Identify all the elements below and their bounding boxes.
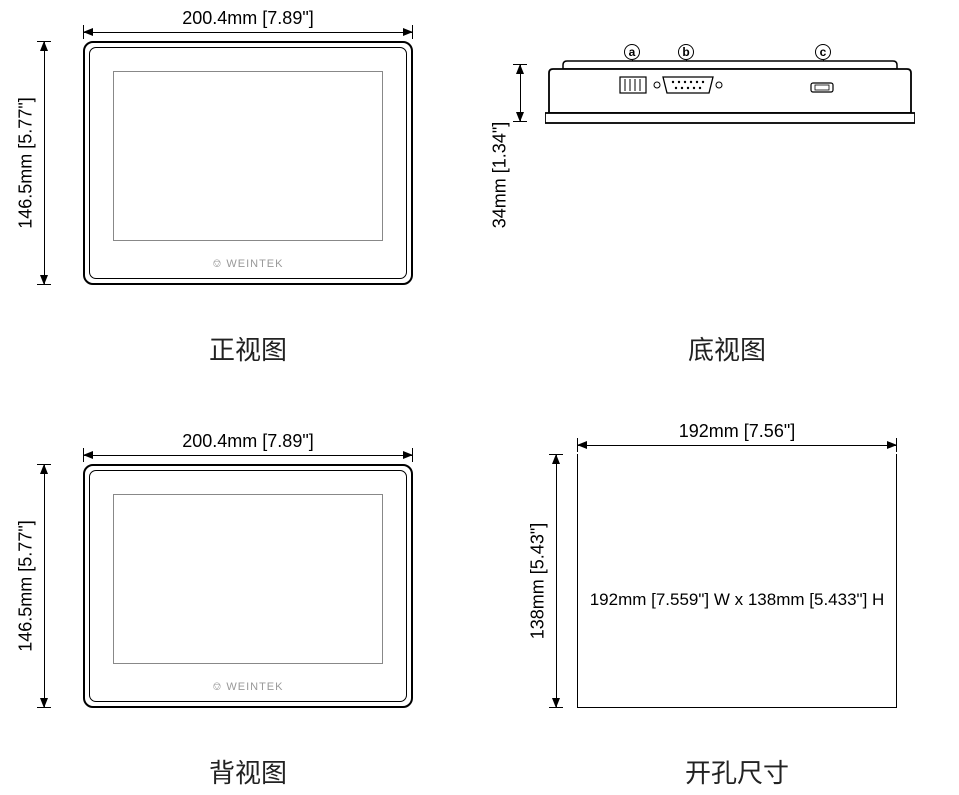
rear-width-dim-label: 200.4mm [7.89"] bbox=[182, 431, 313, 452]
weintek-logo-rear: ⎊ WEINTEK bbox=[213, 681, 284, 694]
cutout-inner-text: 192mm [7.559"] W x 138mm [5.433"] H bbox=[590, 590, 885, 610]
front-view-title: 正视图 bbox=[209, 330, 287, 367]
front-height-dim-line bbox=[44, 41, 45, 285]
bottom-height-dim-label: 34mm [1.34"] bbox=[490, 122, 511, 228]
rear-width-dim-line bbox=[83, 455, 413, 456]
bottom-height-dim-line bbox=[520, 64, 521, 122]
front-width-dim-line bbox=[83, 32, 413, 33]
rear-panel: ⎊ WEINTEK bbox=[83, 464, 413, 708]
cutout-rect bbox=[577, 454, 897, 708]
rear-height-dim-line bbox=[44, 464, 45, 708]
front-panel: ⎊ WEINTEK bbox=[83, 41, 413, 285]
cutout-height-dim-label: 138mm [5.43"] bbox=[528, 523, 549, 639]
front-width-dim-label: 200.4mm [7.89"] bbox=[182, 8, 313, 29]
cutout-height-dim-line bbox=[556, 454, 557, 708]
weintek-logo: ⎊ WEINTEK bbox=[213, 258, 284, 271]
bottom-view-title: 底视图 bbox=[688, 330, 766, 367]
front-height-dim-label: 146.5mm [5.77"] bbox=[16, 97, 37, 228]
cutout-width-dim-label: 192mm [7.56"] bbox=[679, 421, 795, 442]
bottom-view-drawing bbox=[545, 55, 915, 135]
cutout-view-title: 开孔尺寸 bbox=[685, 753, 789, 790]
front-panel-screen bbox=[113, 71, 383, 241]
rear-height-dim-label: 146.5mm [5.77"] bbox=[16, 520, 37, 651]
rear-panel-inner bbox=[113, 494, 383, 664]
cutout-width-dim-line bbox=[577, 445, 897, 446]
rear-view-title: 背视图 bbox=[209, 753, 287, 790]
